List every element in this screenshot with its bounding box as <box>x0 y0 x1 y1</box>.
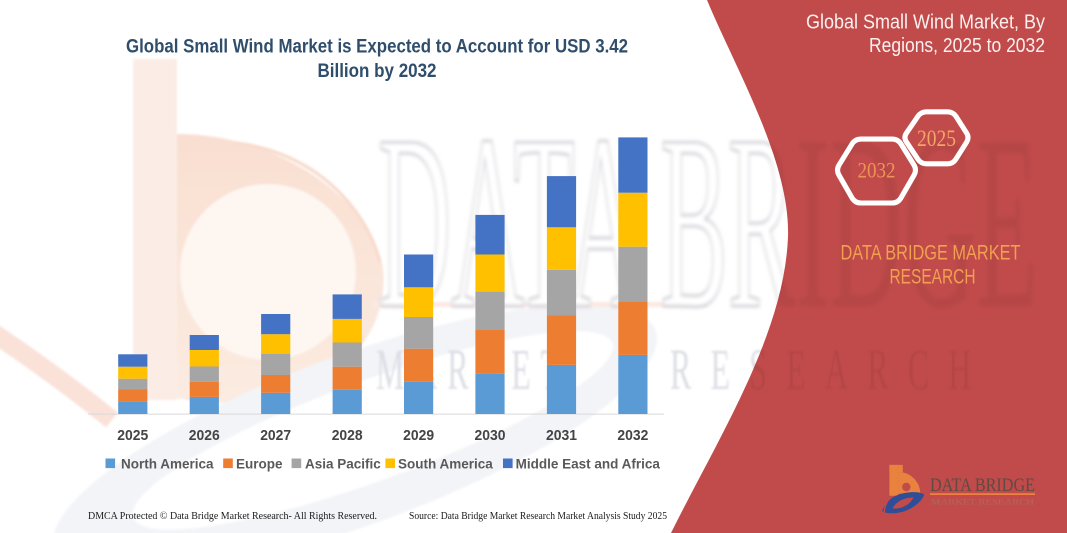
svg-text:2032: 2032 <box>617 427 648 444</box>
svg-text:2028: 2028 <box>332 427 363 444</box>
svg-text:DATA BRIDGE: DATA BRIDGE <box>930 475 1035 496</box>
svg-text:2030: 2030 <box>475 427 506 444</box>
svg-text:2027: 2027 <box>260 427 291 444</box>
svg-text:2029: 2029 <box>403 427 434 444</box>
svg-text:MARKET RESEARCH: MARKET RESEARCH <box>931 498 1034 507</box>
svg-text:North America: North America <box>121 457 214 472</box>
svg-text:Asia Pacific: Asia Pacific <box>305 457 381 472</box>
svg-text:RESEARCH: RESEARCH <box>890 265 976 289</box>
svg-text:2025: 2025 <box>917 126 956 151</box>
svg-text:Middle East and Africa: Middle East and Africa <box>516 457 661 472</box>
svg-text:DMCA Protected © Data Bridge M: DMCA Protected © Data Bridge Market Rese… <box>88 511 377 522</box>
svg-text:2025: 2025 <box>117 427 148 444</box>
svg-text:Global Small Wind Market is Ex: Global Small Wind Market is Expected to … <box>126 36 628 57</box>
svg-text:Europe: Europe <box>236 457 283 472</box>
svg-text:2026: 2026 <box>189 427 220 444</box>
svg-text:Regions, 2025 to 2032: Regions, 2025 to 2032 <box>869 35 1045 57</box>
svg-text:DATA BRIDGE MARKET: DATA BRIDGE MARKET <box>841 241 1021 265</box>
svg-text:South America: South America <box>398 457 493 472</box>
svg-text:Billion by 2032: Billion by 2032 <box>318 61 437 82</box>
svg-text:Global Small Wind Market, By: Global Small Wind Market, By <box>806 11 1045 33</box>
svg-text:2032: 2032 <box>858 157 896 182</box>
svg-text:2031: 2031 <box>546 427 577 444</box>
svg-text:Source: Data Bridge Market Res: Source: Data Bridge Market Research Mark… <box>409 511 667 522</box>
